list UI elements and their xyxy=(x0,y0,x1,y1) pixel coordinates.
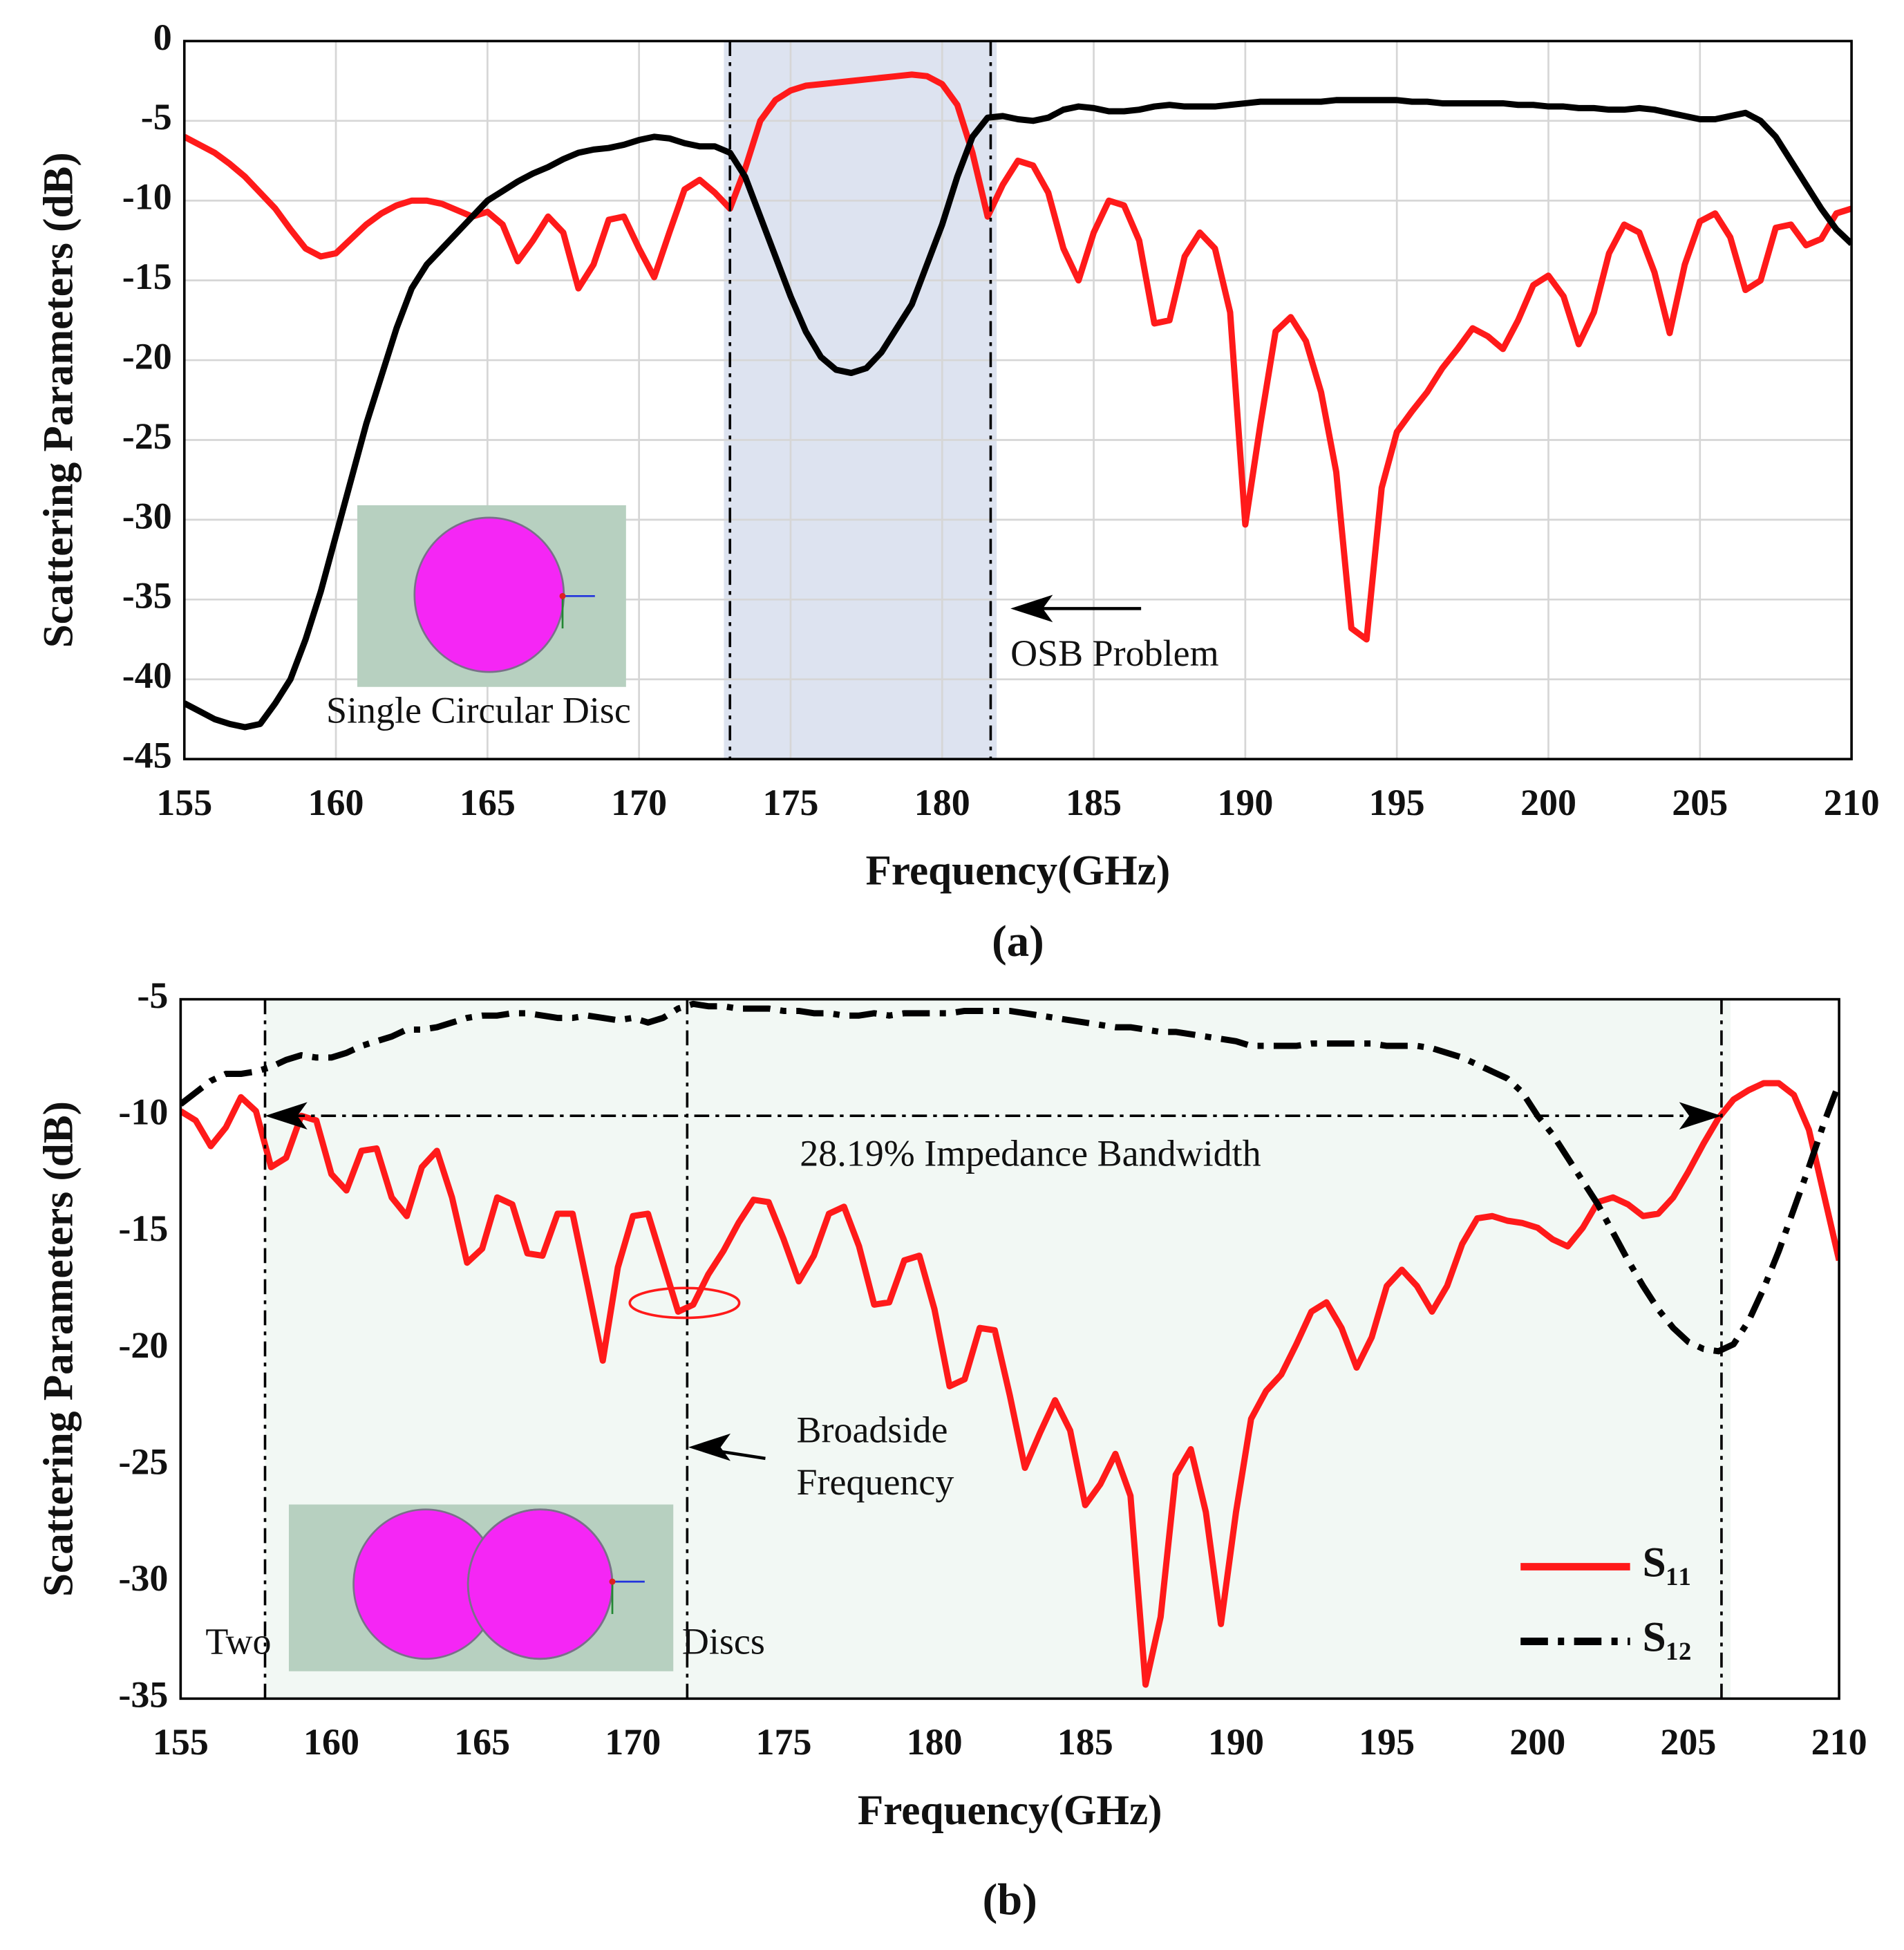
x-tick-label: 185 xyxy=(1066,782,1122,823)
y-tick-label: -10 xyxy=(118,1091,168,1133)
y-tick-label: -40 xyxy=(122,655,172,696)
x-tick-label: 195 xyxy=(1369,782,1425,823)
y-tick-label: -5 xyxy=(137,975,168,1016)
band-region xyxy=(724,41,997,760)
x-tick-label: 175 xyxy=(755,1721,811,1763)
annotation: 28.19% Impedance Bandwidth xyxy=(800,1133,1261,1174)
x-tick-label: 170 xyxy=(605,1721,661,1763)
inset-axis xyxy=(609,1578,616,1585)
series-line xyxy=(184,97,1852,731)
annotation: Frequency xyxy=(796,1461,954,1503)
y-axis-label: Scattering Parameters (dB) xyxy=(35,1101,82,1597)
y-tick-label: -35 xyxy=(122,575,172,617)
caption: (a) xyxy=(992,917,1044,966)
y-tick-label: -30 xyxy=(118,1557,168,1599)
caption: (b) xyxy=(983,1875,1037,1924)
y-tick-label: -45 xyxy=(122,735,172,776)
series-line xyxy=(180,1080,1840,1688)
annotation: OSB Problem xyxy=(1010,632,1219,674)
x-tick-label: 205 xyxy=(1672,782,1728,823)
highlight xyxy=(628,1286,741,1320)
y-tick-label: -20 xyxy=(122,335,172,377)
y-tick-label: -25 xyxy=(118,1441,168,1482)
arrow-head xyxy=(1679,1102,1722,1130)
x-tick-label: 195 xyxy=(1359,1721,1415,1763)
x-tick-label: 170 xyxy=(611,782,667,823)
arrow-head xyxy=(265,1102,308,1130)
inset-axis xyxy=(559,592,566,599)
x-tick-label: 180 xyxy=(907,1721,963,1763)
x-tick-label: 175 xyxy=(762,782,818,823)
x-tick-label: 200 xyxy=(1520,782,1576,823)
x-tick-label: 160 xyxy=(308,782,364,823)
plot-frame xyxy=(179,997,1840,1700)
y-tick-label: -5 xyxy=(141,96,172,138)
x-tick-label: 185 xyxy=(1057,1721,1113,1763)
x-axis-label: Frequency(GHz) xyxy=(858,1787,1162,1834)
arrow-head xyxy=(688,1433,731,1461)
y-tick-label: -15 xyxy=(118,1208,168,1249)
x-tick-label: 165 xyxy=(460,782,516,823)
x-tick-label: 155 xyxy=(156,782,212,823)
annotation: Broadside xyxy=(796,1409,948,1450)
y-tick-label: -25 xyxy=(122,415,172,457)
x-tick-label: 155 xyxy=(153,1721,209,1763)
arrow-head xyxy=(1010,594,1053,623)
x-axis-label: Frequency(GHz) xyxy=(866,847,1171,894)
annotation: Discs xyxy=(682,1620,765,1662)
legend-label: S₁₁ xyxy=(1643,1539,1692,1586)
x-tick-label: 200 xyxy=(1509,1721,1565,1763)
x-tick-label: 210 xyxy=(1811,1721,1867,1763)
y-axis-label: Scattering Parameters (dB) xyxy=(35,152,82,648)
x-tick-label: 180 xyxy=(914,782,970,823)
x-tick-label: 160 xyxy=(303,1721,359,1763)
x-tick-label: 205 xyxy=(1660,1721,1716,1763)
y-tick-label: 0 xyxy=(153,17,172,58)
annotation: Two xyxy=(205,1620,271,1662)
series-line xyxy=(184,71,1852,643)
series-line xyxy=(180,1000,1840,1355)
x-tick-label: 190 xyxy=(1217,782,1273,823)
plot-frame xyxy=(182,39,1853,760)
y-tick-label: -35 xyxy=(118,1674,168,1716)
x-tick-label: 210 xyxy=(1824,782,1880,823)
y-tick-label: -15 xyxy=(122,256,172,297)
annotation: Single Circular Disc xyxy=(326,690,631,731)
x-tick-label: 165 xyxy=(454,1721,510,1763)
y-tick-label: -20 xyxy=(118,1324,168,1366)
y-tick-label: -30 xyxy=(122,495,172,536)
legend-label: S₁₂ xyxy=(1643,1614,1692,1661)
x-tick-label: 190 xyxy=(1208,1721,1264,1763)
inset-disc xyxy=(413,516,565,673)
y-tick-label: -10 xyxy=(122,176,172,218)
